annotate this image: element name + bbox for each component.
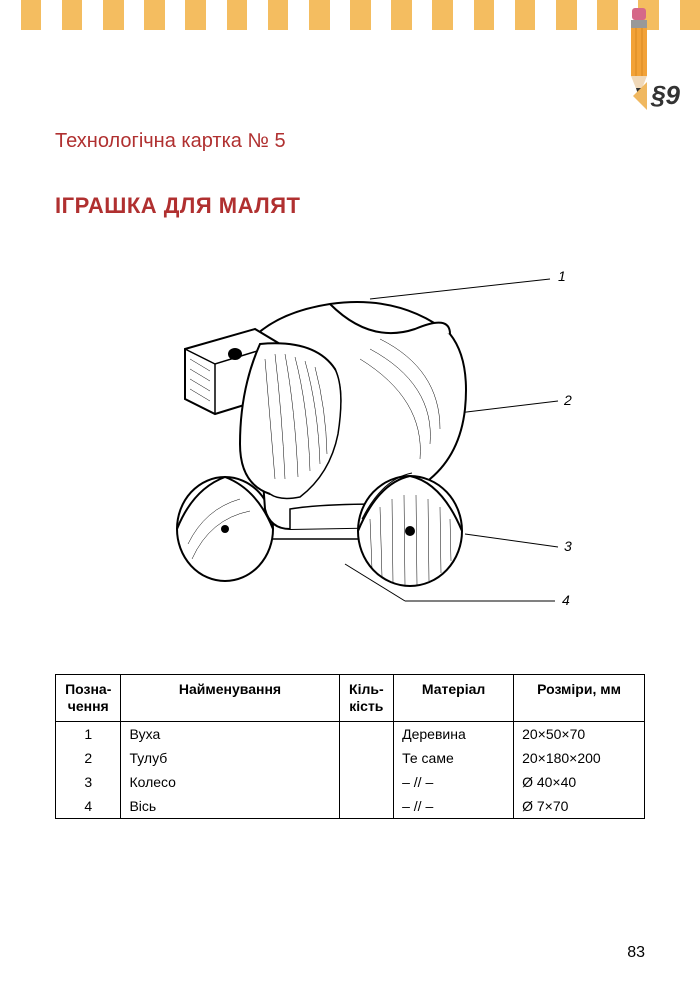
stripe xyxy=(206,0,227,30)
stripe xyxy=(432,0,453,30)
cell-name: Колесо xyxy=(121,770,339,794)
cell-qty xyxy=(339,794,394,819)
toy-diagram: 1 2 3 4 xyxy=(120,259,580,629)
cell-mat: Деревина xyxy=(394,721,514,746)
cell-name: Тулуб xyxy=(121,746,339,770)
th-mat: Матеріал xyxy=(394,675,514,722)
cell-dim: Ø 40×40 xyxy=(514,770,645,794)
callout-4: 4 xyxy=(562,592,570,608)
rear-wheel xyxy=(177,477,273,581)
cell-num: 3 xyxy=(56,770,121,794)
stripe xyxy=(82,0,103,30)
cell-dim: 20×50×70 xyxy=(514,721,645,746)
stripe xyxy=(309,0,330,30)
stripe xyxy=(144,0,165,30)
cell-mat: Те саме xyxy=(394,746,514,770)
th-qty: Кіль- кість xyxy=(339,675,394,722)
cell-qty xyxy=(339,770,394,794)
cell-dim: Ø 7×70 xyxy=(514,794,645,819)
th-name: Найменування xyxy=(121,675,339,722)
cell-mat: – // – xyxy=(394,794,514,819)
table-row: 4Вісь – // –Ø 7×70 xyxy=(56,794,645,819)
stripe xyxy=(62,0,83,30)
stripe xyxy=(535,0,556,30)
stripe xyxy=(597,0,618,30)
page-content: Технологічна картка № 5 ІГРАШКА ДЛЯ МАЛЯ… xyxy=(0,130,700,819)
stripe xyxy=(103,0,124,30)
stripe xyxy=(0,0,21,30)
th-num: Позна- чення xyxy=(56,675,121,722)
stripe xyxy=(556,0,577,30)
cell-qty xyxy=(339,721,394,746)
cell-dim: 20×180×200 xyxy=(514,746,645,770)
cell-mat: – // – xyxy=(394,770,514,794)
th-dim: Розміри, мм xyxy=(514,675,645,722)
stripe xyxy=(288,0,309,30)
page-number: 83 xyxy=(627,944,645,962)
stripe xyxy=(515,0,536,30)
callout-2: 2 xyxy=(563,392,572,408)
stripe xyxy=(330,0,351,30)
stripe xyxy=(474,0,495,30)
stripe xyxy=(680,0,700,30)
stripe xyxy=(21,0,42,30)
callout-1: 1 xyxy=(558,268,566,284)
cell-num: 1 xyxy=(56,721,121,746)
main-title: ІГРАШКА ДЛЯ МАЛЯТ xyxy=(55,193,645,219)
stripe xyxy=(412,0,433,30)
section-triangle-icon xyxy=(633,82,647,110)
card-title: Технологічна картка № 5 xyxy=(55,130,645,153)
section-label: §9 xyxy=(651,80,680,111)
top-stripes xyxy=(0,0,700,30)
cell-qty xyxy=(339,746,394,770)
stripe xyxy=(453,0,474,30)
spec-table: Позна- чення Найменування Кіль- кість Ма… xyxy=(55,674,645,819)
callout-3: 3 xyxy=(564,538,572,554)
stripe xyxy=(391,0,412,30)
stripe xyxy=(165,0,186,30)
cell-name: Вуха xyxy=(121,721,339,746)
table-row: 3Колесо – // –Ø 40×40 xyxy=(56,770,645,794)
stripe xyxy=(371,0,392,30)
cell-num: 4 xyxy=(56,794,121,819)
table-row: 1Вуха Деревина20×50×70 xyxy=(56,721,645,746)
stripe xyxy=(41,0,62,30)
stripe xyxy=(268,0,289,30)
cell-name: Вісь xyxy=(121,794,339,819)
stripe xyxy=(227,0,248,30)
stripe xyxy=(124,0,145,30)
stripe xyxy=(185,0,206,30)
section-badge: §9 xyxy=(633,80,680,111)
stripe xyxy=(494,0,515,30)
table-row: 2Тулуб Те саме20×180×200 xyxy=(56,746,645,770)
stripe xyxy=(247,0,268,30)
stripe xyxy=(577,0,598,30)
stripe xyxy=(659,0,680,30)
cell-num: 2 xyxy=(56,746,121,770)
stripe xyxy=(350,0,371,30)
